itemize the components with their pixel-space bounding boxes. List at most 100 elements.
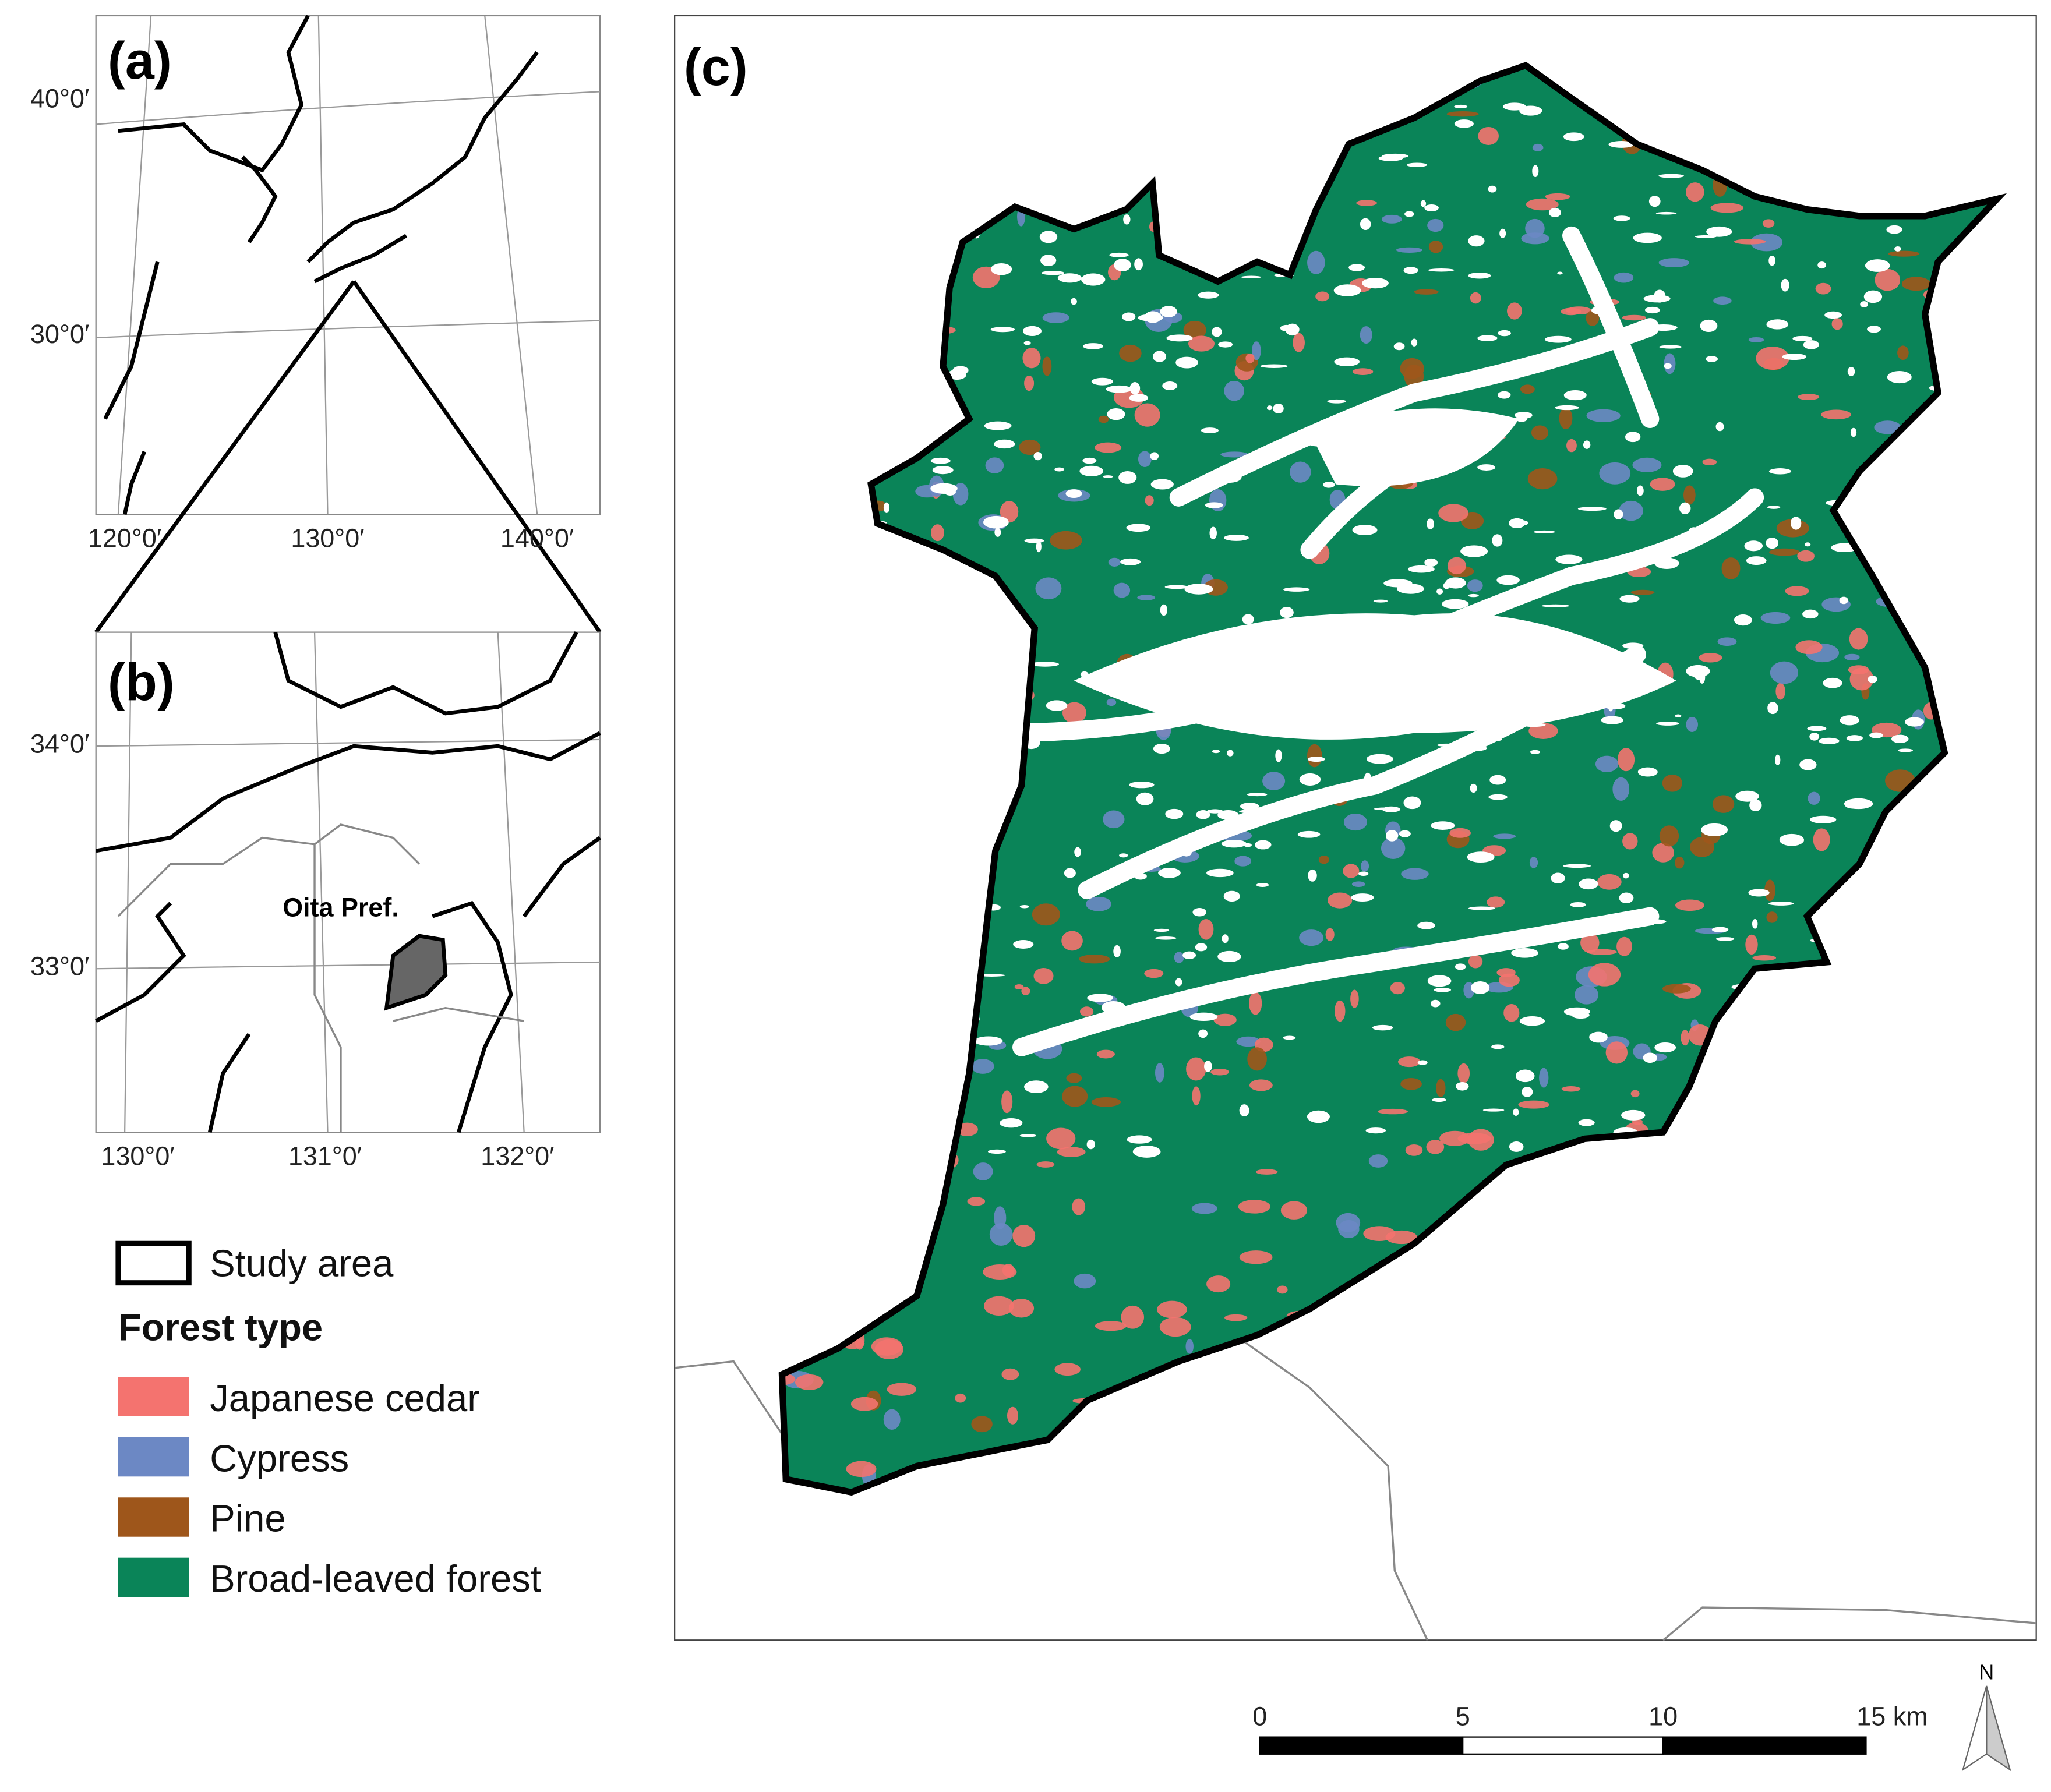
forest-patch bbox=[1821, 409, 1852, 420]
forest-patch bbox=[1561, 307, 1582, 316]
non-forest bbox=[1223, 535, 1249, 541]
non-forest bbox=[1557, 271, 1563, 275]
non-forest bbox=[1362, 277, 1389, 289]
non-forest bbox=[1209, 526, 1217, 540]
non-forest bbox=[1625, 432, 1641, 443]
non-forest bbox=[1114, 259, 1131, 271]
non-forest bbox=[1374, 807, 1397, 811]
non-forest bbox=[1039, 231, 1058, 243]
forest-patch bbox=[1428, 241, 1443, 253]
non-forest bbox=[1442, 599, 1469, 609]
lon-label: 132°0′ bbox=[481, 1141, 554, 1171]
panel-frame bbox=[95, 631, 601, 1133]
forest-patch bbox=[1756, 347, 1789, 370]
non-forest bbox=[1498, 391, 1511, 399]
forest-patch bbox=[1206, 1275, 1231, 1293]
forest-patch bbox=[1336, 1213, 1361, 1232]
forest-patch bbox=[1014, 984, 1024, 990]
forest-patch bbox=[1042, 356, 1052, 376]
forest-patch bbox=[1400, 1077, 1422, 1090]
forest-patch bbox=[1198, 919, 1214, 940]
forest-patch bbox=[1426, 1140, 1445, 1154]
non-forest bbox=[1227, 750, 1234, 757]
non-forest bbox=[1456, 1082, 1469, 1091]
forest-patch bbox=[1381, 214, 1402, 224]
non-forest bbox=[1533, 530, 1555, 533]
non-forest bbox=[1424, 204, 1439, 212]
forest-patch bbox=[1095, 1321, 1127, 1331]
forest-patch bbox=[1361, 860, 1369, 872]
scale-bar: 0 5 10 15 km bbox=[1252, 1701, 1928, 1755]
forest-patch bbox=[1813, 828, 1830, 851]
forest-patch bbox=[1595, 755, 1619, 772]
forest-patch bbox=[1396, 247, 1423, 253]
non-forest bbox=[1614, 509, 1623, 519]
non-forest bbox=[1790, 517, 1802, 530]
non-forest bbox=[1488, 185, 1497, 193]
non-forest bbox=[1516, 416, 1527, 422]
forest-patch bbox=[1849, 628, 1868, 650]
non-forest bbox=[1184, 584, 1213, 595]
forest-patch bbox=[1012, 1225, 1036, 1247]
legend-swatch bbox=[118, 1557, 189, 1597]
non-forest bbox=[1081, 273, 1106, 286]
non-forest bbox=[1079, 465, 1103, 476]
non-forest bbox=[1700, 319, 1718, 333]
non-forest bbox=[1768, 468, 1792, 475]
non-forest bbox=[1844, 798, 1873, 810]
lon-label: 130°0′ bbox=[291, 524, 364, 553]
forest-patch bbox=[984, 1296, 1014, 1316]
forest-patch bbox=[1007, 1406, 1019, 1425]
forest-patch bbox=[1145, 495, 1154, 506]
lat-label: 33°0′ bbox=[30, 951, 89, 981]
non-forest bbox=[1619, 892, 1634, 904]
forest-patch bbox=[887, 1383, 917, 1396]
non-forest bbox=[1643, 295, 1671, 303]
non-forest bbox=[1127, 1135, 1152, 1144]
forest-patch bbox=[1033, 968, 1054, 984]
forest-patch bbox=[1072, 1198, 1086, 1215]
non-forest bbox=[1407, 565, 1435, 573]
non-forest bbox=[1129, 782, 1155, 789]
forest-patch bbox=[1398, 1056, 1421, 1068]
forest-patch bbox=[994, 1206, 1007, 1229]
scale-segment bbox=[1259, 1736, 1464, 1755]
non-forest bbox=[984, 421, 1012, 430]
non-forest bbox=[1126, 524, 1151, 532]
non-forest bbox=[1905, 717, 1925, 727]
forest-patch bbox=[1192, 1086, 1201, 1106]
non-forest bbox=[1563, 864, 1591, 868]
scale-label: 0 bbox=[1252, 1701, 1267, 1731]
non-forest bbox=[1656, 722, 1680, 726]
non-forest bbox=[1746, 556, 1767, 565]
non-forest bbox=[1153, 743, 1170, 754]
forest-patch bbox=[1815, 282, 1831, 295]
non-forest bbox=[1366, 754, 1393, 764]
forest-patch bbox=[1844, 653, 1860, 661]
forest-patch bbox=[1188, 335, 1215, 352]
non-forest bbox=[1865, 259, 1890, 272]
non-forest bbox=[1530, 750, 1540, 754]
non-forest bbox=[1551, 872, 1565, 883]
non-forest bbox=[1327, 399, 1346, 404]
forest-patch bbox=[1252, 341, 1261, 360]
forest-patch bbox=[1363, 1226, 1396, 1241]
non-forest bbox=[1695, 235, 1717, 238]
lon-label: 131°0′ bbox=[288, 1141, 362, 1171]
non-forest bbox=[1431, 821, 1455, 830]
admin-boundary bbox=[674, 1341, 2036, 1641]
non-forest bbox=[1578, 1119, 1595, 1126]
non-forest bbox=[1074, 847, 1081, 857]
forest-patch bbox=[1785, 586, 1809, 596]
non-forest bbox=[1033, 451, 1042, 461]
forest-patch bbox=[1599, 462, 1631, 485]
non-forest bbox=[1031, 662, 1060, 667]
non-forest bbox=[1352, 525, 1378, 536]
non-forest bbox=[1779, 833, 1805, 846]
forest-patch bbox=[1137, 595, 1156, 600]
non-forest bbox=[1082, 457, 1097, 464]
lon-label: 140°0′ bbox=[500, 524, 574, 553]
forest-patch bbox=[985, 457, 1004, 473]
non-forest bbox=[1308, 869, 1317, 882]
non-forest bbox=[1129, 382, 1141, 395]
